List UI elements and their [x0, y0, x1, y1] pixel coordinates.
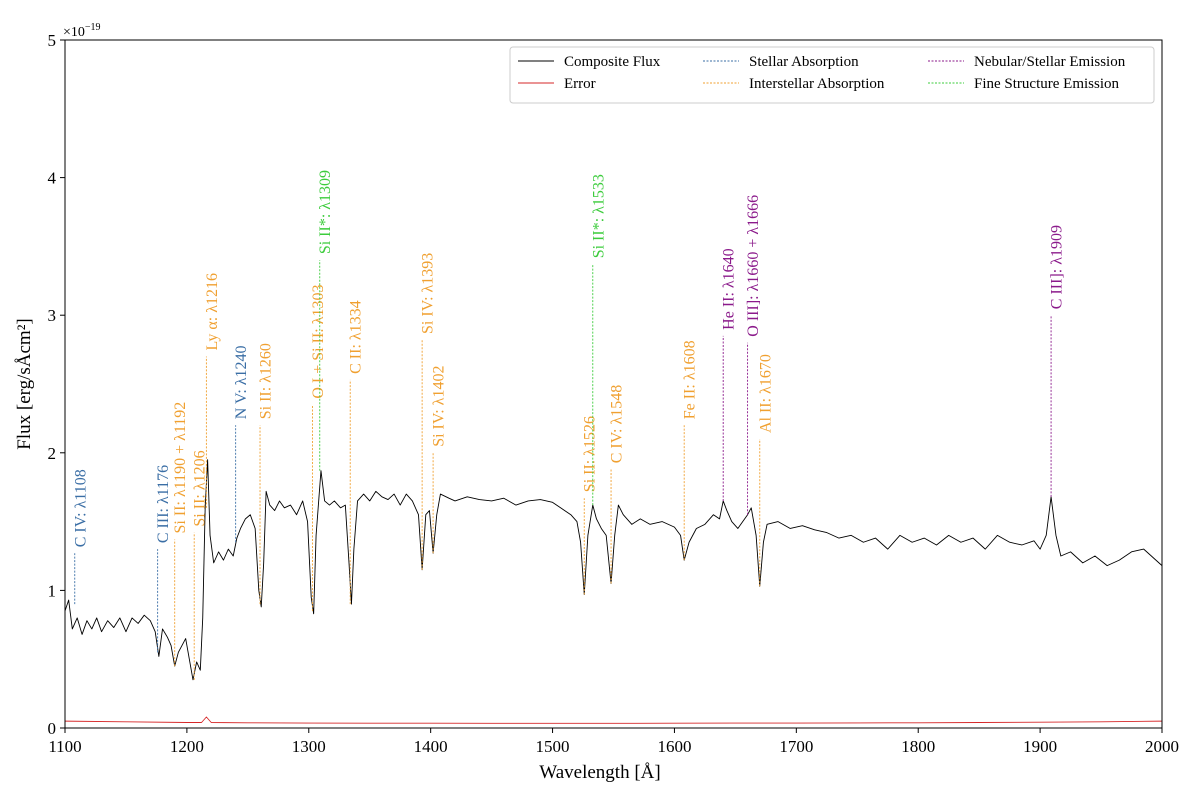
y-tick-label: 4: [48, 169, 57, 188]
feature-label: Al II: λ1670: [757, 354, 774, 433]
legend-label: Interstellar Absorption: [749, 76, 885, 92]
legend: Composite Flux Error Stellar Absorption Int…: [509, 46, 1155, 104]
y-axis-label: Flux [erg/sÅcm²]: [14, 318, 35, 449]
feature-label: C IV: λ1108: [72, 469, 89, 547]
y-tick-label: 3: [48, 306, 57, 325]
x-tick-label: 1600: [657, 737, 691, 756]
legend-label: Error: [564, 76, 596, 92]
x-tick-label: 1200: [170, 737, 204, 756]
feature-label: O I + Si II: λ1303: [310, 285, 327, 399]
legend-label: Composite Flux: [564, 54, 661, 70]
feature-label: C II: λ1334: [348, 300, 365, 374]
feature-label: C IV: λ1548: [609, 385, 626, 464]
plot-area: [65, 40, 1162, 728]
feature-label: Si IV: λ1393: [420, 253, 437, 334]
x-tick-label: 1900: [1023, 737, 1057, 756]
x-tick-label: 1100: [48, 737, 81, 756]
feature-label: Si II: λ1260: [258, 343, 275, 419]
y-offset-label: ×10−19: [63, 22, 101, 40]
offset-exponent: −19: [85, 22, 101, 33]
feature-label: C III: λ1176: [155, 465, 172, 543]
x-tick-label: 1400: [414, 737, 448, 756]
offset-base: ×10: [63, 25, 85, 40]
series-line: [64, 459, 1163, 681]
feature-label: Si II*: λ1309: [317, 170, 334, 254]
y-tick-label: 0: [48, 719, 57, 738]
legend-label: Stellar Absorption: [749, 54, 859, 70]
x-axis-label: Wavelength [Å]: [539, 762, 660, 783]
x-tick-label: 2000: [1145, 737, 1179, 756]
x-tick-label: 1500: [536, 737, 570, 756]
y-tick-label: 2: [48, 444, 57, 463]
feature-label: Si II: λ1526: [582, 416, 599, 492]
plot-layer: C IV: λ1108 C III: λ1176 N V: λ1240 Si II: …: [64, 170, 1163, 724]
y-tick-label: 1: [48, 581, 57, 600]
series-line: [64, 716, 1163, 724]
feature-label: Si II: λ1206: [192, 450, 209, 526]
legend-box: [509, 46, 1155, 104]
feature-label: Fe II: λ1608: [682, 340, 699, 419]
feature-label: C III]: λ1909: [1049, 225, 1066, 309]
feature-label: O III]: λ1660 + λ1666: [745, 195, 762, 337]
feature-label: Si II: λ1190 + λ1192: [172, 402, 189, 534]
x-tick-label: 1300: [292, 737, 326, 756]
x-tick-label: 1800: [901, 737, 935, 756]
plot-frame: [64, 39, 1163, 729]
y-tick-label: 5: [48, 31, 57, 50]
x-tick-label: 1700: [779, 737, 813, 756]
feature-label: N V: λ1240: [233, 345, 250, 419]
feature-label: Ly α: λ1216: [204, 273, 221, 350]
feature-label: He II: λ1640: [721, 248, 738, 330]
feature-label: Si IV: λ1402: [431, 366, 448, 447]
legend-label: Fine Structure Emission: [974, 76, 1119, 92]
legend-label: Nebular/Stellar Emission: [974, 54, 1126, 70]
feature-label: Si II*: λ1533: [590, 174, 607, 258]
